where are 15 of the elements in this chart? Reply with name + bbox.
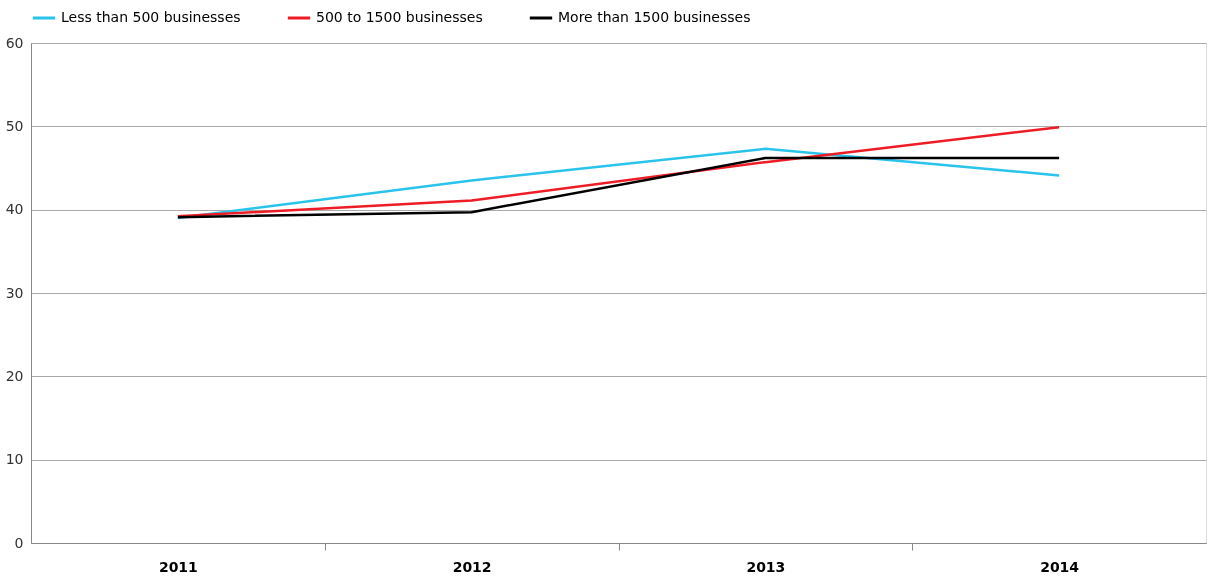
legend-label: Less than 500 businesses bbox=[61, 9, 241, 25]
line-series bbox=[176, 125, 1061, 218]
legend-label: More than 1500 businesses bbox=[558, 9, 751, 25]
y-tick-label: 30 bbox=[5, 284, 24, 301]
y-tick-label: 50 bbox=[5, 117, 24, 134]
y-tick-label: 60 bbox=[5, 34, 24, 51]
y-tick-label: 10 bbox=[5, 451, 24, 468]
y-tick-label: 20 bbox=[5, 367, 24, 384]
y-tick-label: 40 bbox=[5, 201, 24, 218]
legend-label: 500 to 1500 businesses bbox=[316, 9, 483, 25]
x-tick-label: 2012 bbox=[452, 558, 492, 575]
x-tick-label: 2013 bbox=[746, 558, 786, 575]
x-tick-label: 2011 bbox=[158, 558, 198, 575]
y-tick-label: 0 bbox=[14, 534, 24, 551]
x-tick-label: 2014 bbox=[1040, 558, 1080, 575]
